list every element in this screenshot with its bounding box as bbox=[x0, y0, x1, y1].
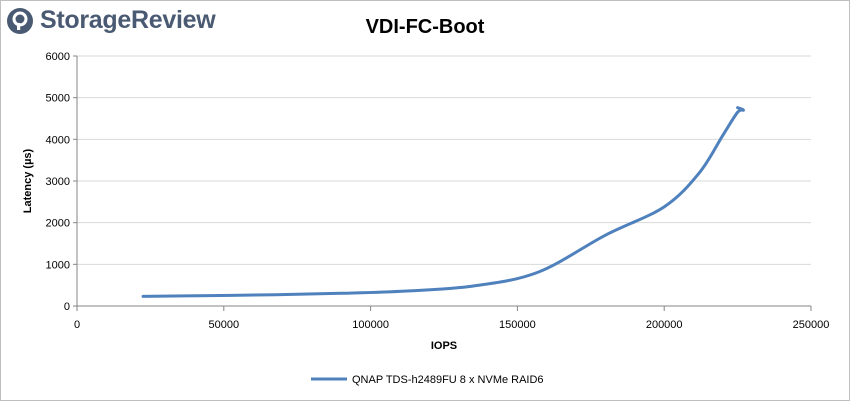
chart-title: VDI-FC-Boot bbox=[366, 16, 485, 38]
x-tick-label: 0 bbox=[74, 319, 80, 331]
x-tick-labels: 0 50000 100000 150000 200000 250000 bbox=[74, 319, 829, 331]
legend: QNAP TDS-h2489FU 8 x NVMe RAID6 bbox=[311, 374, 544, 386]
storagereview-logo-icon bbox=[7, 7, 33, 34]
x-axis-label: IOPS bbox=[431, 340, 457, 352]
brand-name: StorageReview bbox=[40, 6, 216, 34]
legend-label: QNAP TDS-h2489FU 8 x NVMe RAID6 bbox=[352, 374, 544, 386]
y-tick-label: 1000 bbox=[46, 259, 70, 271]
y-tick-labels: 0 1000 2000 3000 4000 5000 6000 bbox=[46, 51, 70, 313]
axes bbox=[73, 55, 812, 311]
brand-logo: StorageReview bbox=[6, 6, 216, 35]
y-tick-label: 5000 bbox=[46, 93, 70, 105]
y-tick-label: 0 bbox=[64, 301, 70, 313]
y-tick-label: 2000 bbox=[46, 218, 70, 230]
y-axis-label: Latency (µs) bbox=[22, 148, 34, 213]
x-tick-label: 150000 bbox=[499, 319, 536, 331]
x-tick-label: 200000 bbox=[646, 319, 683, 331]
x-tick-label: 100000 bbox=[352, 319, 389, 331]
series-group bbox=[141, 106, 745, 298]
y-tick-label: 6000 bbox=[46, 51, 70, 63]
y-tick-label: 4000 bbox=[46, 134, 70, 146]
y-tick-label: 3000 bbox=[46, 176, 70, 188]
x-tick-label: 250000 bbox=[793, 319, 830, 331]
x-tick-label: 50000 bbox=[209, 319, 240, 331]
series-line-0 bbox=[141, 106, 745, 298]
gridlines bbox=[77, 55, 811, 265]
